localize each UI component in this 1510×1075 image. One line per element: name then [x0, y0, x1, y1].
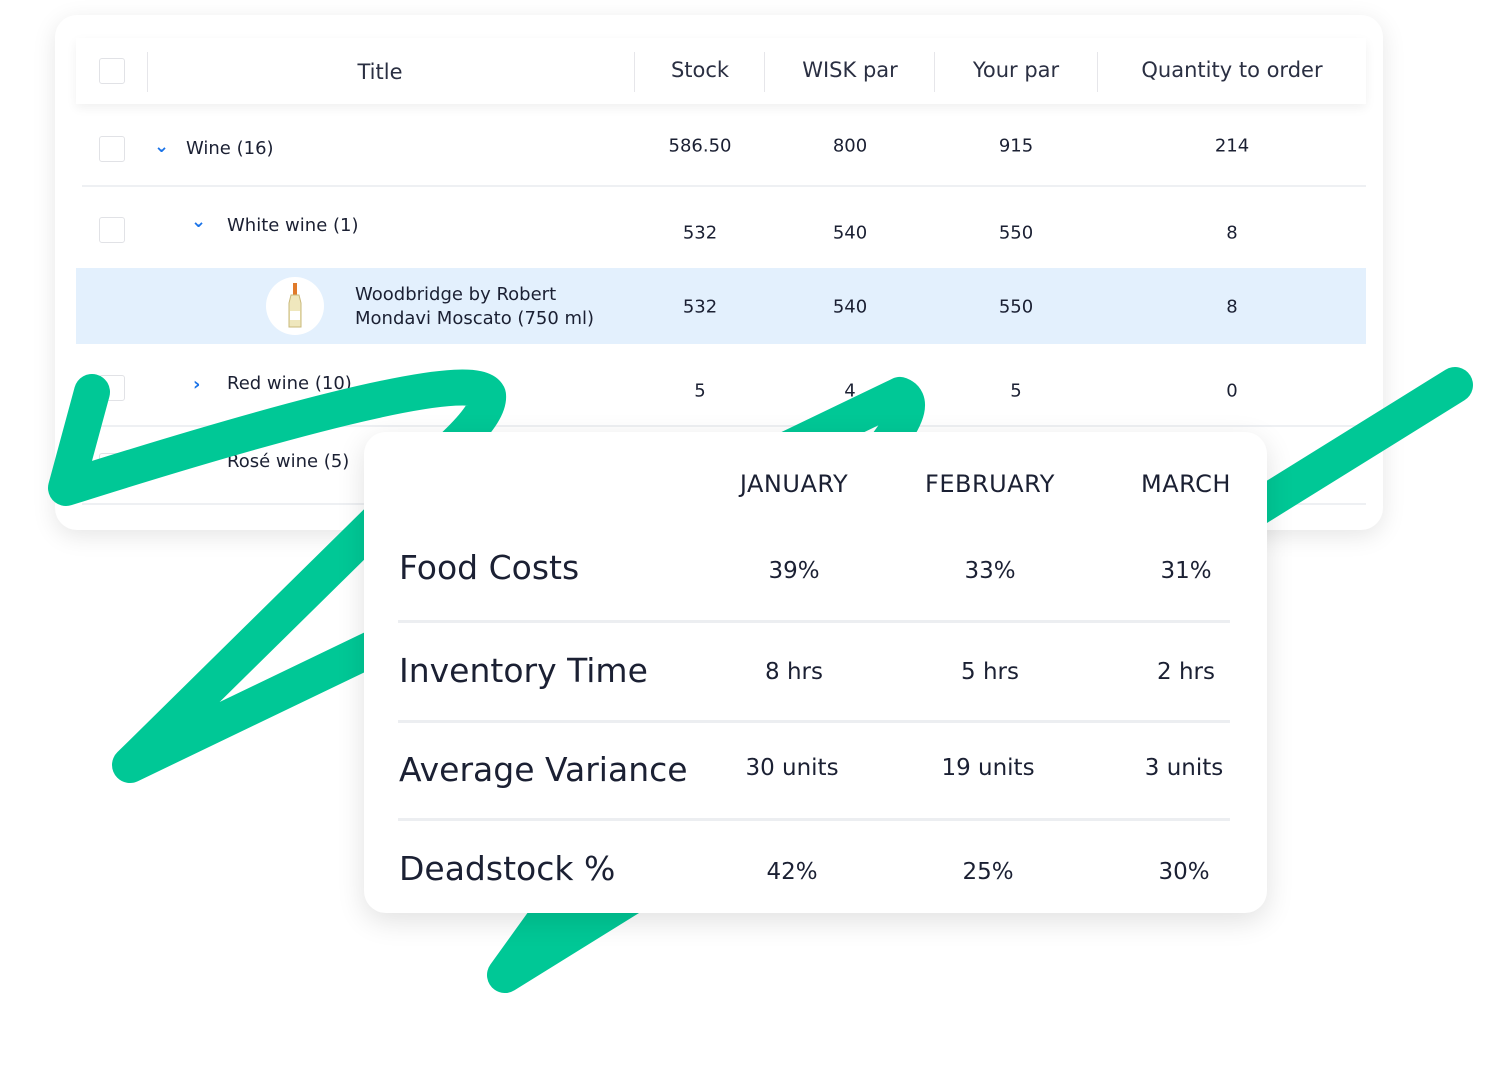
metric-value: 30 units: [745, 755, 839, 781]
column-divider: [764, 52, 765, 92]
select-all-checkbox[interactable]: [99, 58, 125, 84]
metric-row-deadstock: Deadstock % 42% 25% 30%: [398, 821, 1230, 911]
chevron-right-icon[interactable]: ›: [193, 374, 201, 395]
row-divider: [398, 818, 1230, 821]
table-row-woodbridge-moscato[interactable]: Woodbridge by Robert Mondavi Moscato (75…: [76, 268, 1366, 344]
metric-value: 5 hrs: [961, 659, 1019, 685]
wisk-par-value: 540: [832, 296, 868, 318]
month-header: FEBRUARY: [925, 470, 1055, 498]
stock-value: 532: [682, 222, 718, 244]
metric-label: Average Variance: [399, 750, 688, 789]
metric-row-food-costs: Food Costs 39% 33% 31%: [398, 522, 1230, 623]
chevron-down-icon[interactable]: ⌄: [154, 136, 170, 157]
wisk-par-value: 800: [832, 135, 868, 157]
metric-value: 30%: [1158, 859, 1210, 885]
metric-value: 19 units: [941, 755, 1035, 781]
stock-value: 586.50: [668, 135, 732, 157]
metric-value: 3 units: [1144, 755, 1224, 781]
metric-value: 33%: [964, 558, 1016, 584]
metrics-card: JANUARY FEBRUARY MARCH Food Costs 39% 33…: [364, 432, 1267, 913]
row-title: Rosé wine (5): [227, 451, 350, 472]
metric-value: 39%: [768, 558, 820, 584]
column-header-title[interactable]: Title: [357, 60, 403, 84]
quantity-value: 8: [1226, 296, 1238, 318]
row-divider: [398, 720, 1230, 723]
column-divider: [634, 52, 635, 92]
column-header-stock[interactable]: Stock: [670, 58, 730, 82]
metric-value: 31%: [1160, 558, 1212, 584]
row-title: Red wine (10): [227, 373, 352, 394]
table-row-wine[interactable]: ⌄ Wine (16) 586.50 800 915 214: [76, 110, 1366, 187]
metric-value: 25%: [962, 859, 1014, 885]
metric-row-average-variance: Average Variance 30 units 19 units 3 uni…: [398, 723, 1230, 821]
metric-value: 2 hrs: [1157, 659, 1215, 685]
product-image: [266, 277, 324, 335]
column-divider: [147, 52, 148, 92]
row-title: Wine (16): [186, 138, 274, 159]
metric-value: 42%: [766, 859, 818, 885]
your-par-value: 915: [998, 135, 1034, 157]
product-title-line: Mondavi Moscato (750 ml): [355, 308, 595, 329]
stock-value: 532: [682, 296, 718, 318]
chevron-down-icon[interactable]: ⌄: [191, 211, 207, 232]
metric-label: Food Costs: [399, 548, 580, 587]
month-header: JANUARY: [739, 470, 849, 498]
table-row-red-wine[interactable]: › Red wine (10) 5 4 5 0: [76, 344, 1366, 427]
your-par-value: 550: [998, 222, 1034, 244]
squiggle-stroke: [48, 367, 1473, 993]
metric-value: 8 hrs: [765, 659, 823, 685]
quantity-value: 214: [1214, 135, 1250, 157]
table-row-white-wine[interactable]: ⌄ White wine (1) 532 540 550 8: [76, 187, 1366, 268]
wisk-par-value: 4: [844, 380, 856, 402]
product-title-line: Woodbridge by Robert: [355, 284, 557, 305]
row-checkbox[interactable]: [99, 217, 125, 243]
row-divider: [82, 425, 1366, 427]
your-par-value: 550: [998, 296, 1034, 318]
row-title: White wine (1): [227, 215, 359, 236]
row-divider: [398, 620, 1230, 623]
metric-label: Inventory Time: [399, 651, 648, 690]
your-par-value: 5: [1010, 380, 1022, 402]
metric-label: Deadstock %: [399, 849, 616, 888]
column-divider: [1097, 52, 1098, 92]
row-divider: [82, 185, 1366, 187]
metric-row-inventory-time: Inventory Time 8 hrs 5 hrs 2 hrs: [398, 623, 1230, 723]
column-header-quantity-to-order[interactable]: Quantity to order: [1141, 58, 1323, 82]
month-header: MARCH: [1141, 470, 1231, 498]
row-checkbox[interactable]: [99, 136, 125, 162]
product-title: Woodbridge by Robert Mondavi Moscato (75…: [355, 283, 594, 331]
quantity-value: 8: [1226, 222, 1238, 244]
stock-value: 5: [694, 380, 706, 402]
quantity-value: 0: [1226, 380, 1238, 402]
wisk-par-value: 540: [832, 222, 868, 244]
column-header-wisk-par[interactable]: WISK par: [802, 58, 898, 82]
table-header: Title Stock WISK par Your par Quantity t…: [76, 38, 1366, 104]
column-divider: [934, 52, 935, 92]
column-header-your-par[interactable]: Your par: [972, 58, 1060, 82]
wine-bottle-icon: [288, 283, 302, 328]
